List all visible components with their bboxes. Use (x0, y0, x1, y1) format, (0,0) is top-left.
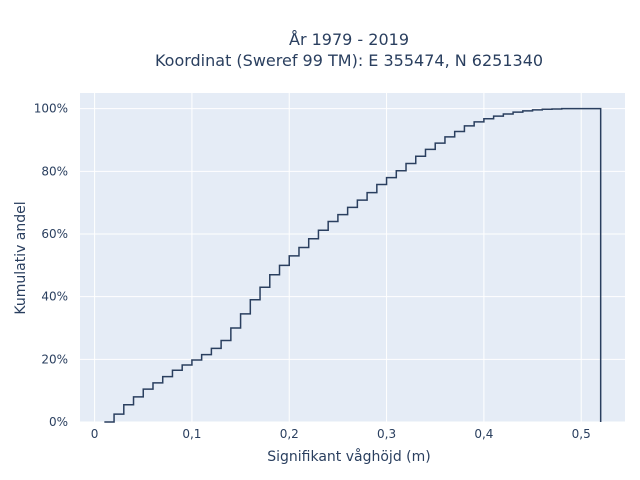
x-tick-label: 0,2 (280, 427, 299, 441)
y-axis-title: Kumulativ andel (13, 201, 29, 314)
y-tick-label: 0% (49, 415, 68, 429)
x-tick-label: 0 (91, 427, 99, 441)
x-tick-label: 0,5 (572, 427, 591, 441)
x-axis-title: Signifikant våghöjd (m) (267, 448, 430, 465)
chart-title-line1: År 1979 - 2019 (289, 30, 409, 49)
x-tick-label: 0,4 (474, 427, 493, 441)
y-tick-label: 60% (41, 227, 68, 241)
y-tick-label: 40% (41, 290, 68, 304)
y-tick-label: 20% (41, 352, 68, 366)
chart-title-line2: Koordinat (Sweref 99 TM): E 355474, N 62… (155, 51, 543, 70)
y-tick-label: 100% (34, 102, 68, 116)
y-tick-label: 80% (41, 164, 68, 178)
grid-lines (80, 93, 625, 423)
plot-area (80, 93, 625, 422)
x-tick-label: 0,3 (377, 427, 396, 441)
tick-labels: 0 0,1 0,2 0,3 0,4 0,5 0% 20% 40% 60% 80% 100% (34, 102, 591, 441)
ecdf-step-line (104, 107, 602, 423)
x-tick-label: 0,1 (182, 427, 201, 441)
